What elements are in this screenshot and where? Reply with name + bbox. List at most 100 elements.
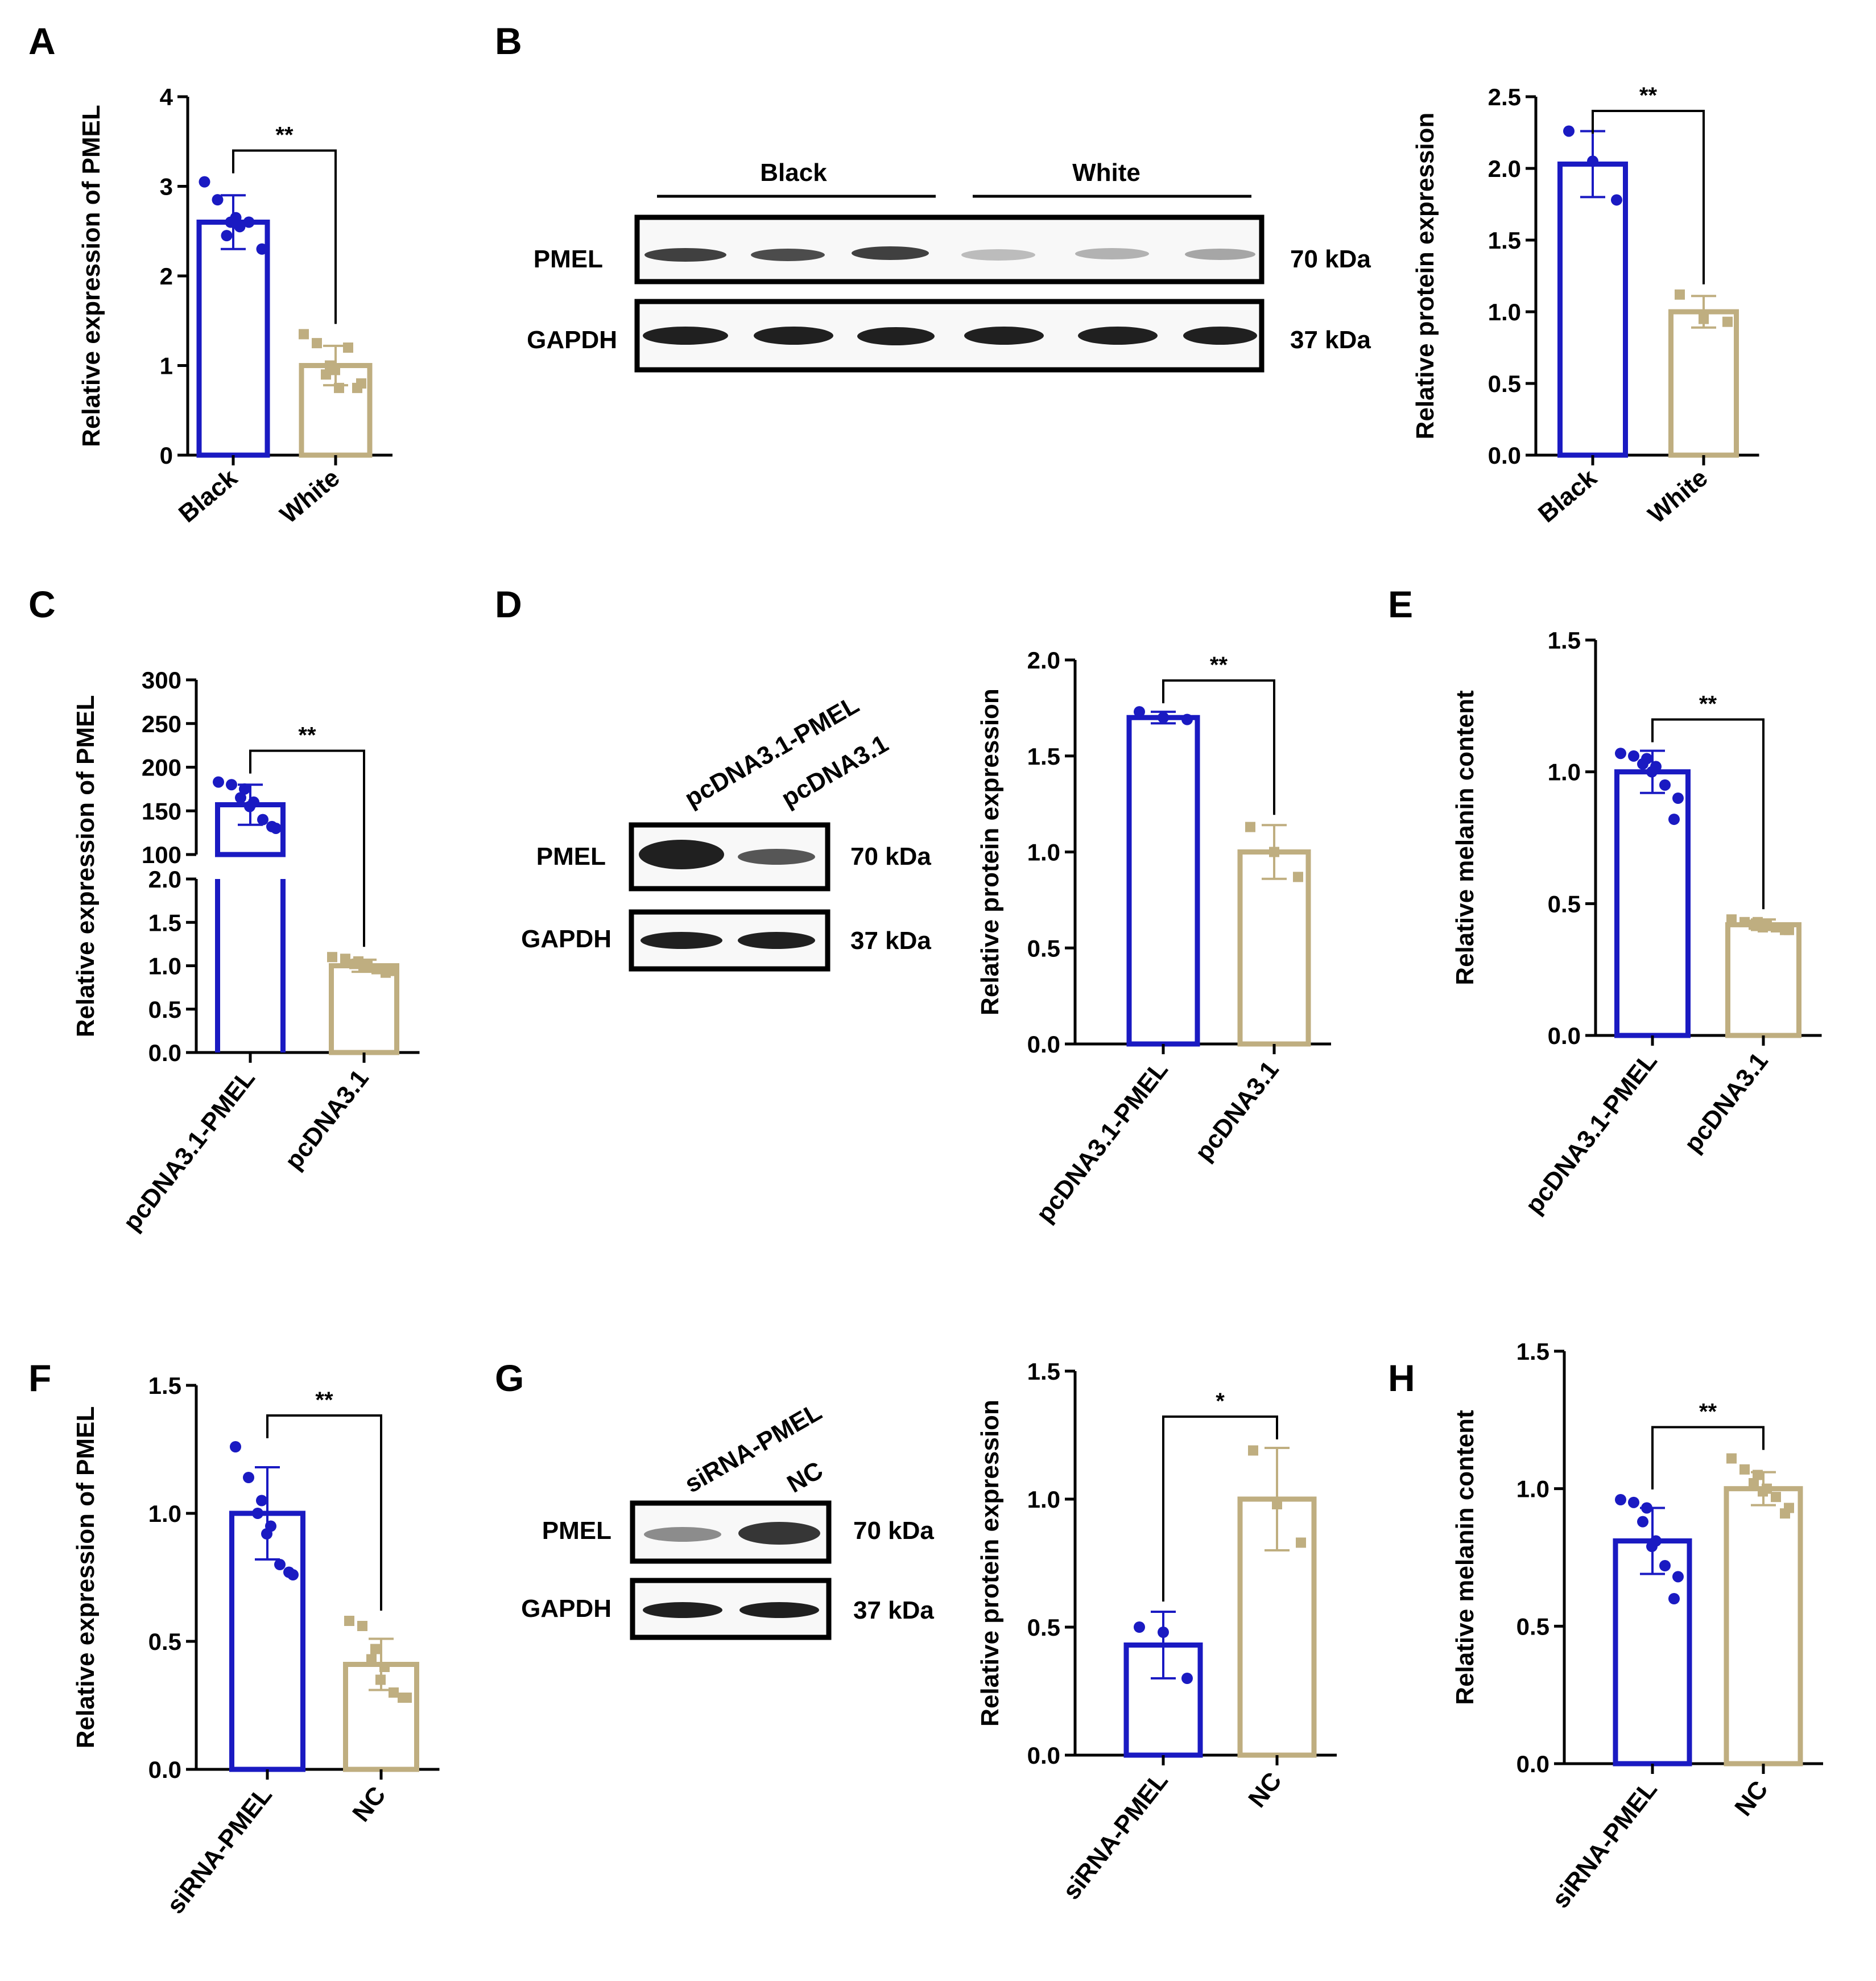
y-tick-label: 100 xyxy=(142,841,181,868)
y-tick-label: 0.0 xyxy=(1027,1031,1060,1058)
data-point xyxy=(1272,1499,1282,1509)
data-point xyxy=(1780,925,1790,935)
data-point xyxy=(1615,1494,1626,1505)
y-tick-label: 0.5 xyxy=(1488,370,1521,397)
y-tick-label: 2.0 xyxy=(1027,647,1060,674)
data-point xyxy=(1780,1508,1790,1519)
blot-band xyxy=(739,1602,819,1618)
blot-band xyxy=(643,327,728,345)
data-point xyxy=(1158,1627,1169,1638)
y-tick-label: 1.5 xyxy=(1027,743,1060,770)
data-point xyxy=(1181,1673,1193,1684)
data-point xyxy=(1615,748,1626,760)
y-axis-label: Relative expression of PMEL xyxy=(72,1406,100,1749)
blot-band xyxy=(857,327,935,345)
data-point xyxy=(1134,706,1145,718)
data-point xyxy=(239,783,250,795)
significance-bracket xyxy=(232,149,337,324)
data-point xyxy=(266,820,278,832)
y-tick-label: 1.5 xyxy=(148,1372,181,1399)
data-point xyxy=(256,243,268,255)
y-tick-label: 2.0 xyxy=(148,866,181,893)
y-tick-label: 1.0 xyxy=(1027,839,1060,866)
blot-b-gapdh-strip xyxy=(634,299,1265,373)
data-point xyxy=(349,959,360,969)
data-point xyxy=(1672,793,1684,804)
y-tick-label: 250 xyxy=(142,711,181,737)
data-point xyxy=(357,1621,367,1631)
y-tick-label: 1.0 xyxy=(1027,1486,1060,1513)
data-point xyxy=(1181,713,1193,725)
data-point xyxy=(330,365,340,375)
data-point xyxy=(1749,919,1759,930)
y-tick-label: 1.0 xyxy=(1548,759,1581,786)
data-point xyxy=(226,779,237,791)
blot-band xyxy=(852,246,929,260)
y-tick-label: 1.0 xyxy=(148,953,181,980)
y-tick-label: 0.5 xyxy=(1027,1614,1060,1641)
y-axis-label: Relative protein expression xyxy=(1411,113,1439,440)
data-point xyxy=(1659,1560,1671,1571)
data-point xyxy=(1749,1478,1759,1488)
y-axis-label: Relative protein expression xyxy=(976,1400,1004,1727)
blot-band xyxy=(754,327,833,345)
data-point xyxy=(370,1644,381,1654)
significance-bracket xyxy=(1651,1426,1765,1489)
data-point xyxy=(256,1495,267,1507)
y-tick-label: 1.0 xyxy=(1488,299,1521,325)
significance-label: ** xyxy=(275,123,294,148)
blot-band xyxy=(1078,327,1158,345)
data-point xyxy=(274,1559,286,1570)
data-point xyxy=(1646,766,1658,778)
y-tick-label: 0.5 xyxy=(148,1628,181,1655)
blot-b-size-70: 70 kDa xyxy=(1290,245,1371,273)
y-tick-label: 1.0 xyxy=(1516,1476,1549,1503)
y-tick-label: 1.5 xyxy=(1548,627,1581,654)
data-point xyxy=(1758,1486,1768,1497)
data-point xyxy=(230,1441,241,1452)
significance-label: ** xyxy=(1699,1400,1717,1425)
y-axis-label: Relative expression of PMEL xyxy=(72,695,100,1038)
blot-g-row-gapdh: GAPDH xyxy=(521,1595,611,1623)
significance-label: ** xyxy=(1639,83,1658,108)
data-point xyxy=(221,230,233,242)
y-axis-label: Relative expression of PMEL xyxy=(77,105,105,447)
y-tick-label: 0.0 xyxy=(1548,1022,1581,1049)
y-tick-label: 1.5 xyxy=(1488,227,1521,254)
y-tick-label: 3 xyxy=(160,174,173,200)
data-point xyxy=(1628,1496,1639,1508)
data-point xyxy=(321,369,331,380)
data-point xyxy=(1293,872,1303,882)
y-tick-label: 0.0 xyxy=(1027,1742,1060,1769)
data-point xyxy=(1672,1571,1684,1583)
data-point xyxy=(379,1662,390,1672)
data-point xyxy=(1753,1470,1763,1480)
panel-label-a: A xyxy=(28,20,56,62)
y-tick-label: 300 xyxy=(142,667,181,694)
blot-d-size-37: 37 kDa xyxy=(850,927,931,955)
data-point xyxy=(1296,1537,1306,1548)
panel-label-g: G xyxy=(495,1357,524,1399)
y-tick-label: 2.0 xyxy=(1488,155,1521,182)
significance-label: * xyxy=(1216,1389,1225,1414)
data-point xyxy=(334,382,344,393)
blot-b-size-37: 37 kDa xyxy=(1290,326,1371,354)
y-axis-label: Relative protein expression xyxy=(976,688,1004,1016)
data-point xyxy=(1628,750,1639,762)
data-point xyxy=(1158,712,1169,724)
significance-label: ** xyxy=(1699,692,1717,717)
significance-bracket xyxy=(249,749,365,947)
blot-g-row-pmel: PMEL xyxy=(542,1517,611,1545)
blot-b-group-black: Black xyxy=(760,159,827,187)
y-tick-label: 1.0 xyxy=(148,1500,181,1527)
blot-band xyxy=(644,248,726,262)
data-point xyxy=(283,1566,295,1578)
panel-label-h: H xyxy=(1388,1357,1415,1399)
data-point xyxy=(1668,814,1680,826)
data-point xyxy=(1758,922,1768,933)
blot-band xyxy=(641,932,722,949)
blot-band xyxy=(738,849,815,865)
data-point xyxy=(375,1674,386,1685)
significance-bracket xyxy=(1651,718,1765,910)
